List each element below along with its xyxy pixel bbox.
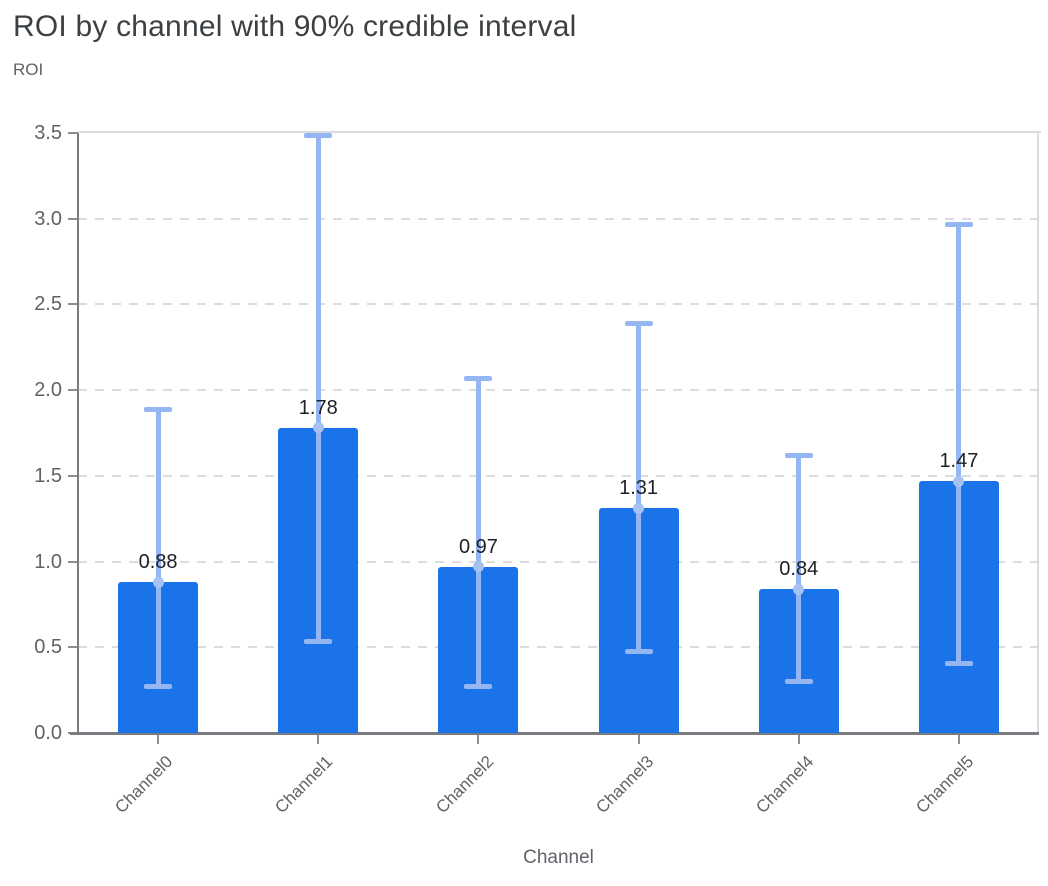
x-tick-label-channel1: Channel1: [271, 752, 337, 817]
error-bar-cap-bottom-channel1: [304, 639, 333, 645]
error-bar-cap-bottom-channel3: [624, 649, 653, 655]
x-axis-tick-channel4: [797, 735, 800, 744]
error-bar-stem-channel2: [475, 378, 481, 687]
error-bar-cap-top-channel1: [304, 132, 333, 138]
plot-border-top: [78, 131, 1041, 133]
x-axis-tick-channel0: [157, 735, 160, 744]
y-tick-label: 1.5: [34, 464, 62, 487]
error-bar-cap-top-channel0: [144, 407, 173, 412]
mean-marker-channel2: [472, 561, 484, 573]
x-axis-line: [70, 732, 1039, 735]
y-axis-tick: [68, 560, 78, 563]
bar-value-label-channel2: 0.97: [458, 535, 498, 558]
y-tick-label: 0.0: [34, 722, 62, 744]
error-bar-cap-top-channel5: [944, 221, 973, 227]
gridline: [78, 303, 1039, 306]
error-bar-cap-top-channel2: [464, 376, 493, 382]
error-bar-cap-bottom-channel5: [944, 661, 973, 667]
gridline: [78, 474, 1039, 477]
y-tick-label: 1.0: [34, 550, 62, 573]
y-axis-tick: [68, 389, 78, 392]
y-axis-line: [77, 133, 79, 733]
y-axis-tick: [68, 132, 78, 134]
error-bar-cap-top-channel3: [624, 321, 653, 327]
chart-title: ROI by channel with 90% credible interva…: [13, 10, 577, 43]
bar-value-label-channel4: 0.84: [779, 558, 819, 580]
x-axis-tick-channel2: [477, 735, 480, 744]
y-tick-label: 2.5: [34, 293, 62, 316]
y-axis-tick: [68, 646, 78, 649]
x-axis-title: Channel: [523, 847, 594, 868]
x-axis-tick-channel3: [637, 735, 640, 744]
y-axis-tick: [68, 303, 78, 306]
bar-value-label-channel3: 1.31: [619, 477, 659, 500]
y-axis-title: ROI: [13, 60, 44, 79]
x-tick-label-channel4: Channel4: [752, 752, 818, 817]
mean-marker-channel3: [633, 502, 645, 514]
mean-marker-channel0: [152, 576, 164, 588]
mean-marker-channel5: [953, 475, 965, 487]
bar-value-label-channel0: 0.88: [138, 551, 178, 574]
x-tick-label-channel5: Channel5: [912, 752, 978, 817]
bar-value-label-channel1: 1.78: [298, 396, 338, 419]
error-bar-cap-bottom-channel2: [464, 683, 493, 689]
x-axis-tick-channel1: [317, 735, 320, 744]
error-bar-cap-top-channel4: [784, 453, 813, 459]
x-axis-tick-channel5: [957, 735, 960, 744]
plot-border-right: [1037, 133, 1039, 733]
bar-value-label-channel5: 1.47: [939, 450, 979, 472]
x-tick-label-channel0: Channel0: [111, 752, 177, 817]
mean-marker-channel4: [793, 583, 805, 595]
x-tick-label-channel3: Channel3: [592, 752, 658, 817]
error-bar-stem-channel5: [956, 223, 962, 665]
gridline: [78, 560, 1039, 563]
gridline: [78, 389, 1039, 392]
y-tick-label: 0.5: [34, 636, 62, 659]
y-tick-label: 3.0: [34, 207, 62, 230]
y-tick-label: 2.0: [34, 379, 62, 402]
error-bar-stem-channel3: [636, 323, 642, 653]
gridline: [78, 217, 1039, 220]
error-bar-stem-channel4: [796, 455, 802, 682]
x-tick-label-channel2: Channel2: [431, 752, 497, 817]
y-axis-tick: [68, 474, 78, 477]
error-bar-cap-bottom-channel4: [784, 678, 813, 684]
error-bar-cap-bottom-channel0: [144, 683, 173, 689]
gridline: [78, 646, 1039, 649]
error-bar-stem-channel1: [315, 134, 321, 643]
mean-marker-channel1: [312, 422, 324, 434]
y-tick-label: 3.5: [34, 122, 62, 144]
y-axis-tick: [68, 217, 78, 220]
error-bar-stem-channel0: [155, 409, 161, 687]
